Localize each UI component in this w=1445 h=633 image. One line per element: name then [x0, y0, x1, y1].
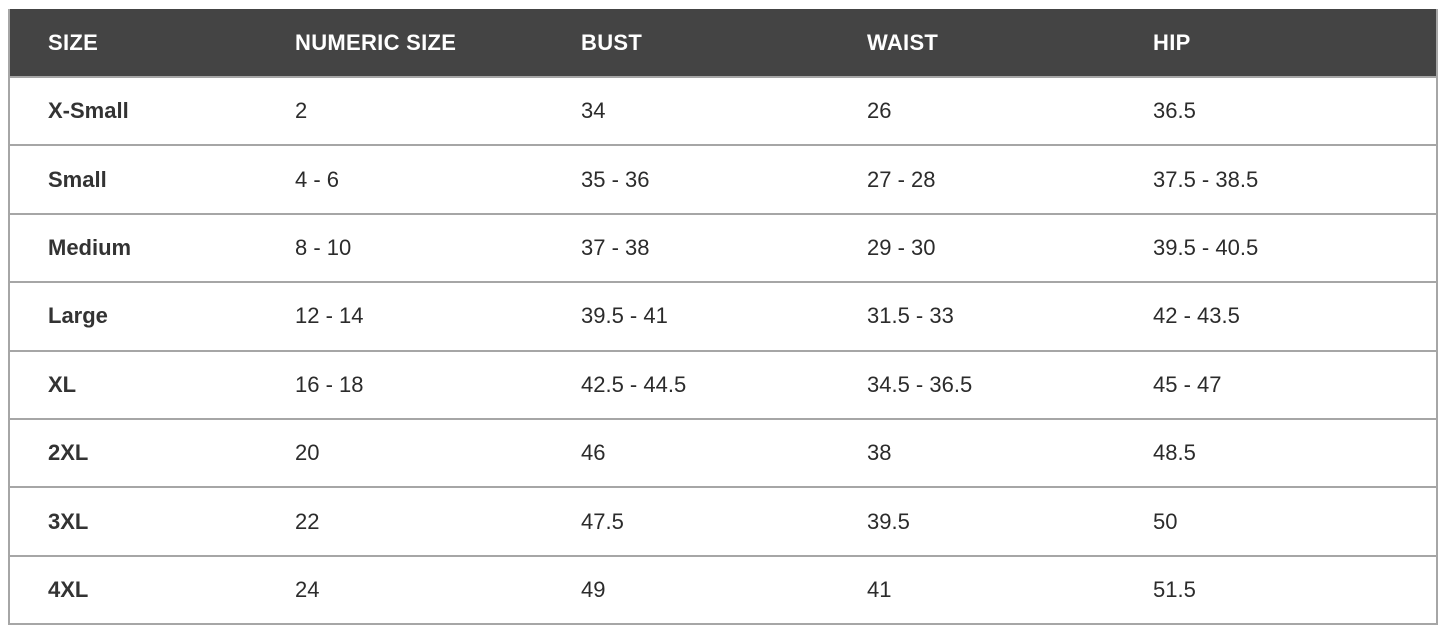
measurement-cell: 45 - 47 — [1115, 349, 1437, 419]
column-header-bust: BUST — [543, 9, 829, 77]
measurement-cell: 29 - 30 — [829, 212, 1115, 283]
size-label-cell: Small — [9, 144, 257, 214]
measurement-cell: 47.5 — [543, 486, 829, 556]
measurement-cell: 8 - 10 — [257, 212, 543, 283]
measurement-cell: 50 — [1115, 486, 1437, 556]
measurement-cell: 37.5 - 38.5 — [1115, 144, 1437, 214]
size-label-cell: XL — [9, 349, 257, 419]
table-row: XL 16 - 18 42.5 - 44.5 34.5 - 36.5 45 - 47 — [9, 349, 1437, 419]
measurement-cell: 37 - 38 — [543, 212, 829, 283]
table-row: X-Small 2 34 26 36.5 — [9, 75, 1437, 146]
size-chart-table: SIZE NUMERIC SIZE BUST WAIST HIP X-Small 2 34 2… — [8, 9, 1438, 626]
size-label-cell: 3XL — [9, 486, 257, 556]
measurement-cell: 24 — [257, 554, 543, 625]
table-row: 2XL 20 46 38 48.5 — [9, 417, 1437, 488]
measurement-cell: 42 - 43.5 — [1115, 281, 1437, 351]
measurement-cell: 35 - 36 — [543, 144, 829, 214]
measurement-cell: 46 — [543, 417, 829, 488]
measurement-cell: 22 — [257, 486, 543, 556]
table-row: 4XL 24 49 41 51.5 — [9, 554, 1437, 625]
column-header-size: SIZE — [9, 9, 257, 77]
measurement-cell: 34 — [543, 75, 829, 146]
column-header-hip: HIP — [1115, 9, 1437, 77]
measurement-cell: 39.5 - 40.5 — [1115, 212, 1437, 283]
measurement-cell: 27 - 28 — [829, 144, 1115, 214]
size-label-cell: Large — [9, 281, 257, 351]
table-row: Small 4 - 6 35 - 36 27 - 28 37.5 - 38.5 — [9, 144, 1437, 214]
measurement-cell: 49 — [543, 554, 829, 625]
table-row: 3XL 22 47.5 39.5 50 — [9, 486, 1437, 556]
measurement-cell: 26 — [829, 75, 1115, 146]
measurement-cell: 12 - 14 — [257, 281, 543, 351]
measurement-cell: 48.5 — [1115, 417, 1437, 488]
measurement-cell: 34.5 - 36.5 — [829, 349, 1115, 419]
measurement-cell: 42.5 - 44.5 — [543, 349, 829, 419]
table-row: Medium 8 - 10 37 - 38 29 - 30 39.5 - 40.5 — [9, 212, 1437, 283]
column-header-numeric-size: NUMERIC SIZE — [257, 9, 543, 77]
measurement-cell: 4 - 6 — [257, 144, 543, 214]
measurement-cell: 31.5 - 33 — [829, 281, 1115, 351]
measurement-cell: 16 - 18 — [257, 349, 543, 419]
table-row: Large 12 - 14 39.5 - 41 31.5 - 33 42 - 43.5 — [9, 281, 1437, 351]
measurement-cell: 2 — [257, 75, 543, 146]
size-label-cell: 2XL — [9, 417, 257, 488]
size-label-cell: Medium — [9, 212, 257, 283]
measurement-cell: 20 — [257, 417, 543, 488]
measurement-cell: 51.5 — [1115, 554, 1437, 625]
measurement-cell: 41 — [829, 554, 1115, 625]
size-label-cell: 4XL — [9, 554, 257, 625]
measurement-cell: 38 — [829, 417, 1115, 488]
measurement-cell: 36.5 — [1115, 75, 1437, 146]
column-header-waist: WAIST — [829, 9, 1115, 77]
measurement-cell: 39.5 — [829, 486, 1115, 556]
size-label-cell: X-Small — [9, 75, 257, 146]
header-row: SIZE NUMERIC SIZE BUST WAIST HIP — [9, 9, 1437, 77]
measurement-cell: 39.5 - 41 — [543, 281, 829, 351]
